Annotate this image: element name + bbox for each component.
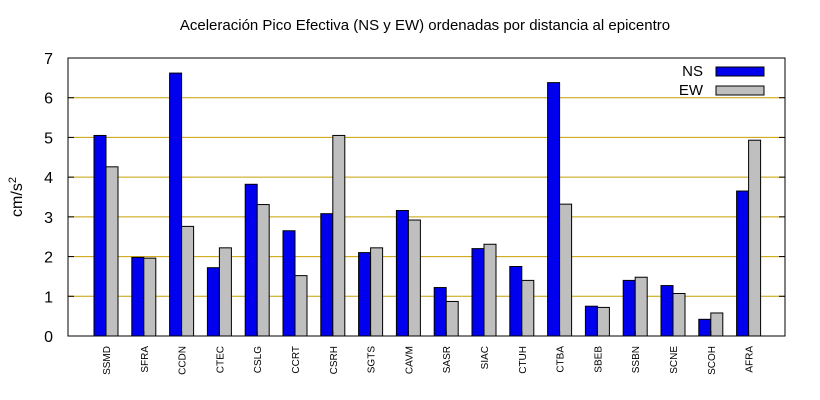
bar-ns-sfra (131, 256, 145, 337)
legend-label-ew: EW (679, 82, 704, 99)
y-tick-label-5: 5 (44, 130, 53, 147)
x-tick-label-ctec: CTEC (215, 346, 226, 373)
y-tick-label-6: 6 (44, 91, 53, 108)
y-axis-label-base: cm/s (9, 183, 26, 217)
y-tick-label-4: 4 (44, 170, 53, 187)
bar-ew-ssmd (105, 166, 119, 337)
x-tick-label-csrh: CSRH (329, 346, 340, 374)
bar-ns-ssbn (622, 279, 636, 337)
bar-ns-ccdn (169, 72, 183, 337)
bar-ew-sasr (445, 300, 459, 337)
x-tick-label-ccdn: CCDN (178, 346, 189, 375)
bar-ew-sbeb (596, 306, 610, 337)
bar-ns-ctec (206, 267, 220, 337)
bar-ew-scne (672, 293, 686, 337)
y-tick-label-2: 2 (44, 250, 53, 267)
y-tick-label-1: 1 (44, 289, 53, 306)
bar-ew-ctuh (521, 279, 535, 337)
plot-area (67, 57, 786, 337)
y-axis-label: cm/s2 (7, 177, 26, 217)
x-tick-label-scne: SCNE (669, 346, 680, 374)
x-tick-label-ctba: CTBA (556, 346, 567, 373)
y-tick-label-7: 7 (44, 51, 53, 68)
chart-title: Aceleración Pico Efectiva (NS y EW) orde… (180, 17, 670, 34)
bar-ew-csrh (332, 134, 346, 337)
bars (93, 72, 762, 337)
bar-ew-ctec (218, 247, 232, 337)
bar-ew-cavm (407, 219, 421, 337)
bar-ns-ctuh (509, 266, 523, 337)
bar-ns-ctba (547, 82, 561, 337)
bar-ns-siac (471, 248, 485, 337)
legend-label-ns: NS (682, 63, 703, 80)
x-axis: SSMD SFRA CCDN CTEC CSLG CCRT CSRH SGTS CAVM SASR… (102, 331, 756, 375)
bar-ns-ssmd (93, 134, 107, 337)
legend-swatch-ns (715, 66, 765, 77)
x-tick-label-ctuh: CTUH (518, 346, 529, 374)
legend: NS EW (679, 63, 765, 99)
bar-ew-ccdn (181, 225, 195, 337)
x-tick-label-scoh: SCOH (707, 346, 718, 375)
bar-ew-cslg (256, 204, 270, 337)
y-tick-label-3: 3 (44, 210, 53, 227)
bar-ew-ctba (559, 203, 573, 337)
x-tick-label-ssmd: SSMD (102, 346, 113, 375)
bar-ns-sasr (433, 287, 447, 337)
x-tick-label-sbeb: SBEB (593, 346, 604, 373)
x-tick-label-ccrt: CCRT (291, 346, 302, 374)
bar-ns-ccrt (282, 230, 296, 337)
y-axis-label-exponent: 2 (7, 177, 19, 183)
bar-ew-scoh (710, 312, 724, 337)
x-tick-label-sfra: SFRA (140, 346, 151, 373)
bar-ns-sbeb (584, 305, 598, 337)
bar-ew-siac (483, 243, 497, 337)
bar-ns-sgts (358, 252, 372, 337)
bar-ew-sgts (370, 247, 384, 337)
bar-ns-csrh (320, 213, 334, 337)
x-tick-label-cslg: CSLG (253, 346, 264, 373)
bar-ew-ccrt (294, 275, 308, 337)
legend-swatch-ew (715, 85, 765, 96)
x-tick-label-cavm: CAVM (404, 346, 415, 374)
bar-ew-afra (748, 139, 762, 337)
bar-ns-cslg (244, 183, 258, 337)
x-tick-label-afra: AFRA (745, 346, 756, 373)
bar-ew-sfra (143, 257, 157, 337)
bar-ns-afra (736, 190, 750, 337)
bar-ew-ssbn (634, 276, 648, 337)
x-tick-label-ssbn: SSBN (631, 346, 642, 373)
x-tick-label-sasr: SASR (442, 346, 453, 373)
x-tick-label-siac: SIAC (480, 346, 491, 369)
bar-ns-scoh (698, 318, 712, 337)
y-axis: 0 1 2 3 4 5 6 7 (44, 51, 785, 346)
y-tick-label-0: 0 (44, 329, 53, 346)
bar-ns-scne (660, 285, 674, 337)
x-tick-label-sgts: SGTS (367, 346, 378, 374)
bar-ns-cavm (395, 210, 409, 337)
